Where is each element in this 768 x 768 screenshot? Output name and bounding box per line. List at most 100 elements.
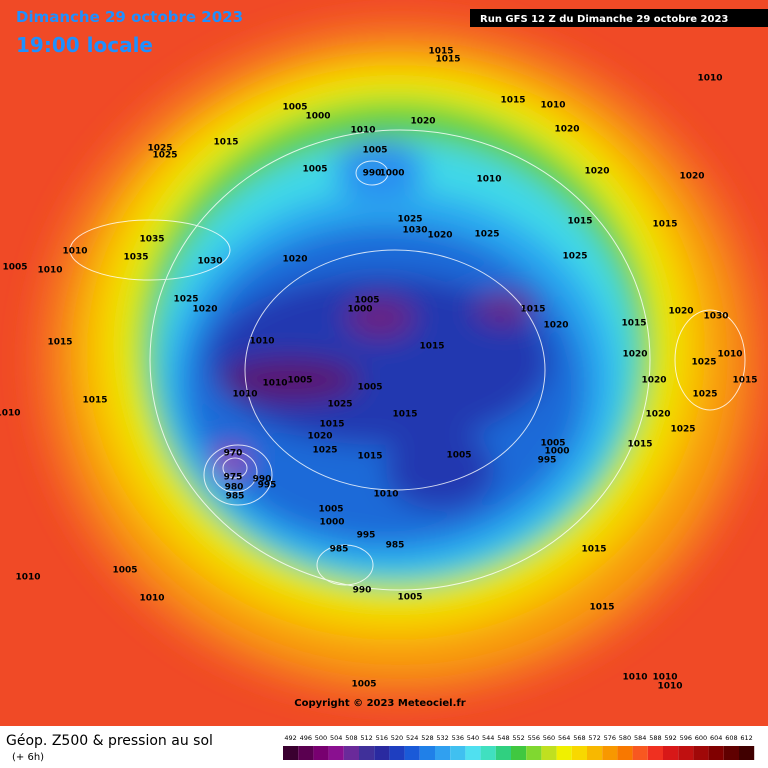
scale-swatch	[374, 746, 390, 760]
pressure-label: 1020	[410, 117, 435, 127]
pressure-label: 985	[386, 541, 405, 551]
pressure-label: 1000	[347, 305, 372, 315]
pressure-label: 1020	[645, 410, 670, 420]
time: 19:00 locale	[16, 33, 153, 57]
scale-label: 536	[452, 734, 464, 742]
scale-label: 548	[497, 734, 509, 742]
pressure-label: 1020	[554, 125, 579, 135]
scale-swatch	[343, 746, 359, 760]
pressure-label: 1025	[691, 358, 716, 368]
scale-swatch	[450, 746, 466, 760]
pressure-label: 1015	[82, 396, 107, 406]
pressure-label: 1025	[147, 144, 172, 154]
scale-label: 564	[558, 734, 570, 742]
scale-swatch	[678, 746, 694, 760]
pressure-label: 1015	[520, 305, 545, 315]
scale-swatch	[465, 746, 481, 760]
pressure-label: 1005	[112, 566, 137, 576]
pressure-label: 1005	[2, 263, 27, 273]
scale-label: 608	[725, 734, 737, 742]
scale-label: 540	[467, 734, 479, 742]
pressure-label: 1020	[427, 231, 452, 241]
pressure-label: 1020	[584, 167, 609, 177]
scale-swatch	[359, 746, 375, 760]
scale-label: 568	[573, 734, 585, 742]
pressure-label: 1015	[419, 342, 444, 352]
scale-label: 544	[482, 734, 494, 742]
pressure-label: 1010	[697, 74, 722, 84]
pressure-label: 1020	[668, 307, 693, 317]
pressure-label: 1020	[622, 350, 647, 360]
scale-label: 600	[695, 734, 707, 742]
pressure-label: 1010	[652, 673, 677, 683]
pressure-label: 1010	[350, 126, 375, 136]
pressure-label: 1015	[47, 338, 72, 348]
scale-swatch	[511, 746, 527, 760]
color-scale: 492 496 500 504 508 512 516 520 524 528 532 536 540 5…	[283, 734, 755, 760]
scale-swatch	[708, 746, 724, 760]
scale-swatch	[663, 746, 679, 760]
pressure-label: 1000	[319, 518, 344, 528]
pressure-label: 1020	[679, 172, 704, 182]
pressure-label: 1005	[287, 376, 312, 386]
pressure-label: 1030	[402, 226, 427, 236]
pressure-label: 1005	[282, 103, 307, 113]
pressure-label: 1025	[397, 215, 422, 225]
pressure-label: 1015	[621, 319, 646, 329]
pressure-label: 1025	[474, 230, 499, 240]
scale-label: 528	[421, 734, 433, 742]
pressure-label: 1005	[540, 439, 565, 449]
scale-swatch	[313, 746, 329, 760]
pressure-label: 1000	[544, 447, 569, 457]
scale-swatch	[587, 746, 603, 760]
run-info: Run GFS 12 Z du Dimanche 29 octobre 2023	[480, 14, 728, 25]
scale-label: 492	[284, 734, 296, 742]
geopotential-field	[0, 0, 768, 726]
scale-label: 524	[406, 734, 418, 742]
scale-swatch	[693, 746, 709, 760]
scale-label: 572	[588, 734, 600, 742]
scale-label: 584	[634, 734, 646, 742]
scale-swatch	[617, 746, 633, 760]
date: Dimanche 29 octobre 2023	[16, 8, 243, 26]
pressure-label: 1010	[37, 266, 62, 276]
pressure-label: 970	[224, 449, 243, 459]
pressure-label: 1015	[500, 96, 525, 106]
pressure-label: 1010	[622, 673, 647, 683]
pressure-label: 1035	[139, 235, 164, 245]
pressure-label: 1030	[703, 312, 728, 322]
pressure-label: 990	[363, 169, 382, 179]
scale-label: 512	[360, 734, 372, 742]
pressure-label: 1005	[318, 505, 343, 515]
pressure-label: 975	[224, 473, 243, 483]
pressure-label: 1015	[627, 440, 652, 450]
pressure-label: 990	[253, 475, 272, 485]
pressure-label: 1020	[192, 305, 217, 315]
scale-swatch	[541, 746, 557, 760]
pressure-label: 1015	[213, 138, 238, 148]
scale-swatch	[480, 746, 496, 760]
scale-label: 508	[345, 734, 357, 742]
isobars	[69, 129, 746, 591]
scale-label: 612	[740, 734, 752, 742]
pressure-label: 1020	[282, 255, 307, 265]
scale-swatch	[571, 746, 587, 760]
scale-label: 496	[300, 734, 312, 742]
pressure-label: 1000	[379, 169, 404, 179]
pressure-label: 1025	[670, 425, 695, 435]
pressure-label: 1010	[476, 175, 501, 185]
product-title: Géop. Z500 & pression au sol	[6, 733, 213, 749]
scale-label: 552	[512, 734, 524, 742]
pressure-label: 1010	[657, 682, 682, 692]
pressure-label: 1010	[540, 101, 565, 111]
scale-label: 596	[680, 734, 692, 742]
scale-label: 604	[710, 734, 722, 742]
pressure-label: 1015	[732, 376, 757, 386]
pressure-label: 1015	[435, 55, 460, 65]
pressure-label: 1015	[319, 420, 344, 430]
pressure-label: 1025	[327, 400, 352, 410]
scale-label: 516	[376, 734, 388, 742]
scale-swatch	[419, 746, 435, 760]
scale-swatch	[328, 746, 344, 760]
